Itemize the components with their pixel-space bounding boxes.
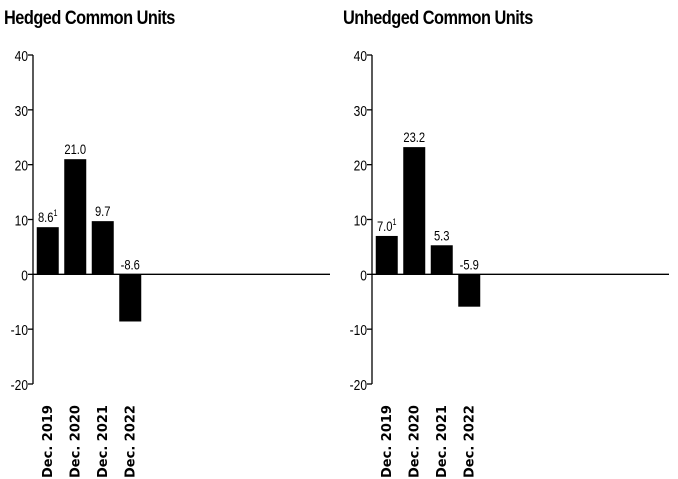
footnote-marker: 1 <box>393 217 397 227</box>
bar <box>375 235 398 275</box>
data-label: 23.2 <box>403 130 425 145</box>
y-tick-label: 10 <box>354 212 368 229</box>
bar <box>403 147 426 275</box>
data-label: 21.0 <box>64 142 86 157</box>
chart-panel-unhedged: Unhedged Common Units 40 30 20 10 0 -10 -20 7.0… <box>339 0 678 479</box>
x-category-label: Dec. 2020 <box>407 405 422 478</box>
y-tick-label: 30 <box>15 103 29 120</box>
chart-hedged: 40 30 20 10 0 -10 -20 8.61 Dec. 2019 21.0 Dec. 202… <box>11 48 330 478</box>
y-tick-label: 40 <box>15 48 29 65</box>
x-category-label: Dec. 2019 <box>41 405 56 478</box>
data-label: -5.9 <box>460 257 479 272</box>
data-label: 8.61 <box>38 208 58 225</box>
y-tick-label: -20 <box>11 377 29 394</box>
y-tick-label: -10 <box>350 322 368 339</box>
y-tick-label: -10 <box>11 322 29 339</box>
x-category-label: Dec. 2022 <box>462 405 477 478</box>
x-category-label: Dec. 2021 <box>435 405 450 478</box>
data-label: 9.7 <box>95 204 111 219</box>
bar <box>458 274 481 307</box>
x-category-label: Dec. 2022 <box>123 405 138 478</box>
y-tick-label: 20 <box>15 157 29 174</box>
y-tick-label: 0 <box>21 267 28 284</box>
chart-unhedged: 40 30 20 10 0 -10 -20 7.01 Dec. 2019 23.2 Dec. 202… <box>350 48 669 478</box>
bar <box>430 245 453 275</box>
bar <box>36 227 59 275</box>
data-label: -8.6 <box>121 257 140 272</box>
chart-title-unhedged: Unhedged Common Units <box>343 8 533 29</box>
data-label: 7.01 <box>377 217 397 234</box>
x-category-label: Dec. 2020 <box>68 405 83 478</box>
x-category-label: Dec. 2021 <box>96 405 111 478</box>
bar <box>91 221 114 275</box>
footnote-marker: 1 <box>54 208 58 218</box>
data-label: 5.3 <box>434 228 450 243</box>
y-tick-label: 10 <box>15 212 29 229</box>
y-tick-label: 30 <box>354 103 368 120</box>
y-tick-label: 20 <box>354 157 368 174</box>
x-category-label: Dec. 2019 <box>380 405 395 478</box>
bar <box>64 159 87 275</box>
chart-panel-hedged: Hedged Common Units 40 30 20 10 0 -10 -20 8.61 D… <box>4 8 330 478</box>
y-tick-label: 40 <box>354 48 368 65</box>
y-tick-label: 0 <box>360 267 367 284</box>
y-tick-label: -20 <box>350 377 368 394</box>
chart-title-hedged: Hedged Common Units <box>4 8 175 29</box>
bar <box>119 274 142 322</box>
